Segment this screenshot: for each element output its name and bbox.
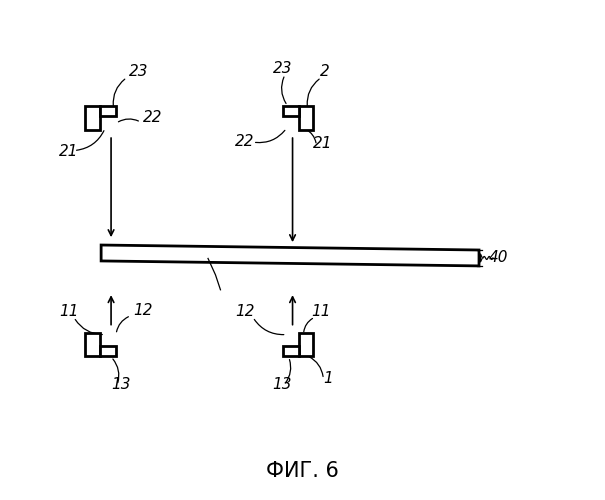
Text: 1: 1 xyxy=(324,372,333,386)
Bar xyxy=(85,332,100,356)
Bar xyxy=(100,346,116,356)
Text: 11: 11 xyxy=(59,304,79,318)
Polygon shape xyxy=(101,245,479,266)
Text: 21: 21 xyxy=(59,144,79,158)
Text: 22: 22 xyxy=(143,110,163,125)
Text: 23: 23 xyxy=(128,64,148,79)
Bar xyxy=(298,106,313,130)
Text: 12: 12 xyxy=(134,302,153,318)
Text: 13: 13 xyxy=(111,377,131,392)
Bar xyxy=(85,106,100,130)
Text: 12: 12 xyxy=(235,304,255,318)
Text: 40: 40 xyxy=(489,250,508,266)
Bar xyxy=(283,106,298,116)
Text: 21: 21 xyxy=(312,136,332,151)
Bar xyxy=(298,332,313,356)
Text: 13: 13 xyxy=(273,377,292,392)
Text: ФИГ. 6: ФИГ. 6 xyxy=(266,462,339,481)
Text: 11: 11 xyxy=(312,304,331,318)
Text: 23: 23 xyxy=(273,62,292,76)
Bar xyxy=(283,346,298,356)
Text: 2: 2 xyxy=(320,64,330,79)
Bar xyxy=(100,106,116,116)
Text: 22: 22 xyxy=(235,134,255,148)
